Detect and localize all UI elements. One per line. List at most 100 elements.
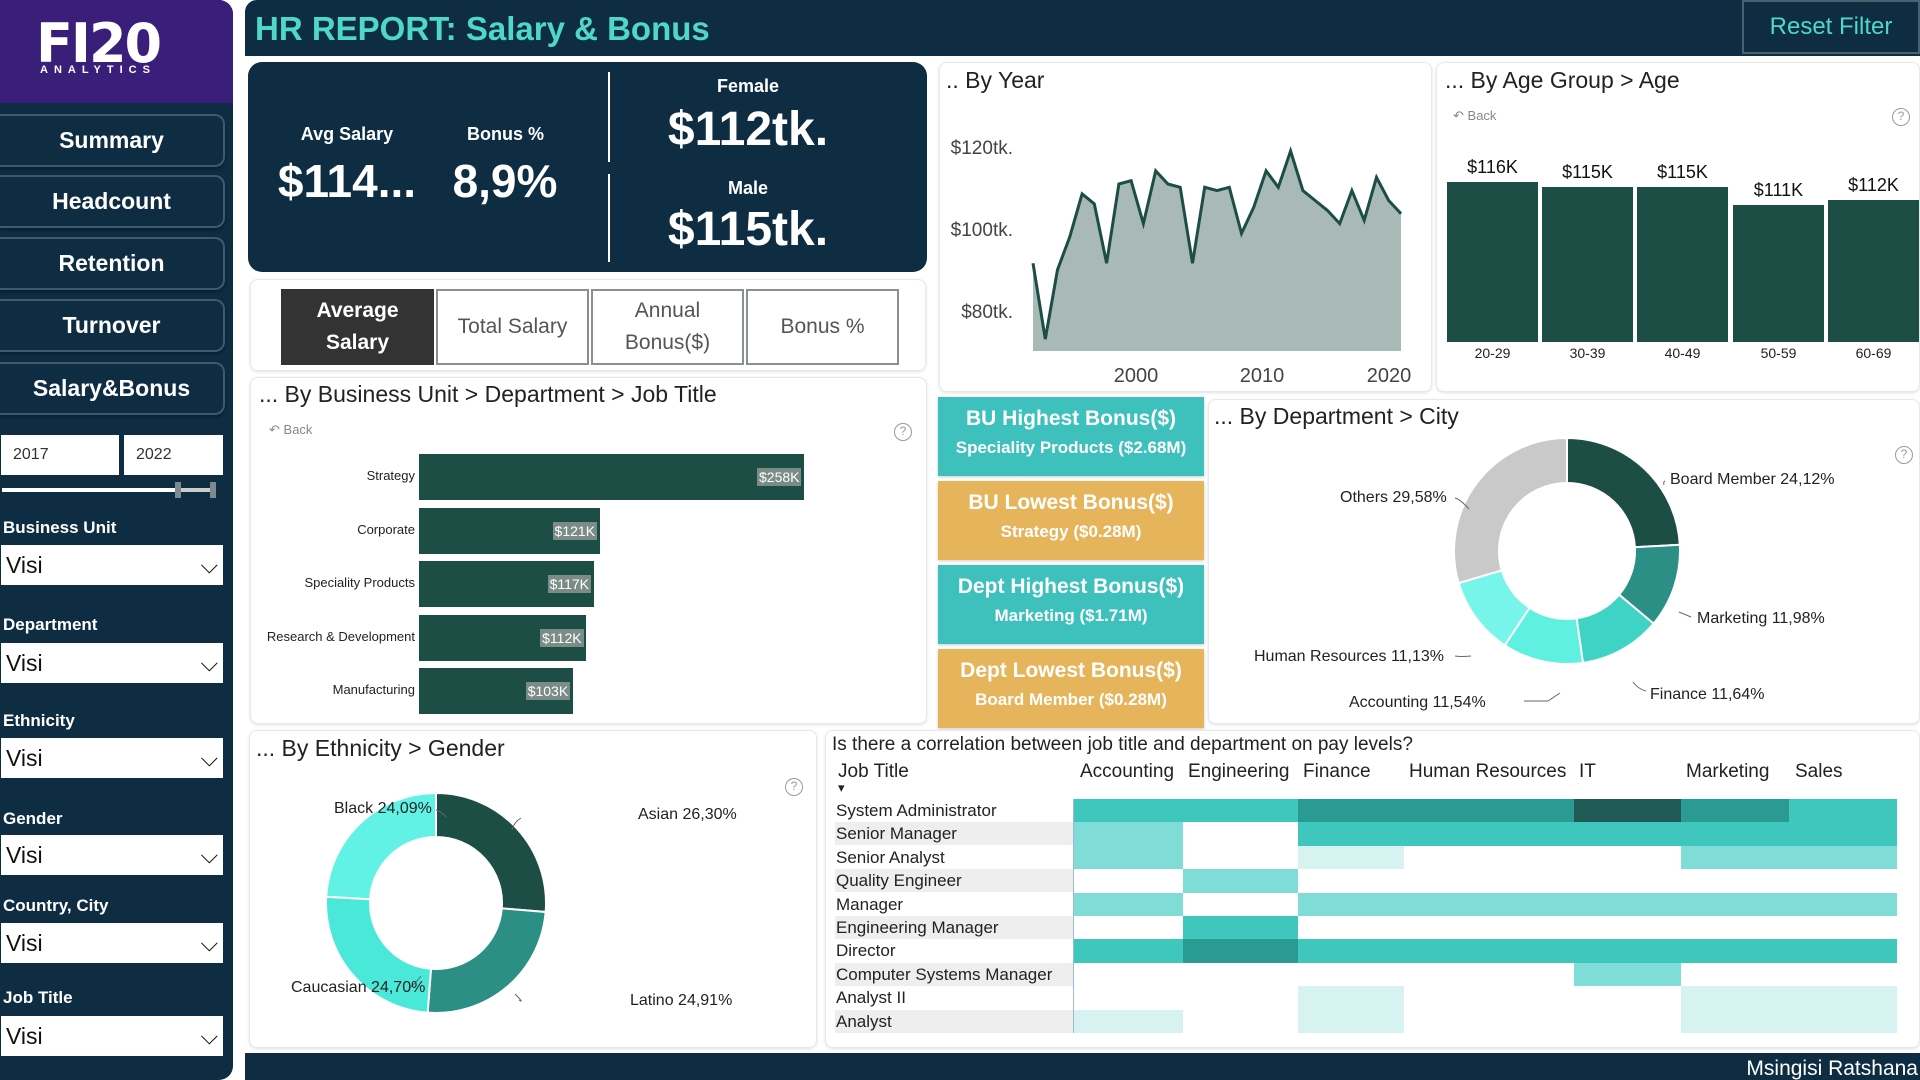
heatmap-cell[interactable] (1681, 845, 1789, 870)
back-button[interactable]: ↶ Back (1453, 108, 1496, 124)
heatmap-row-label[interactable]: Senior Analyst (836, 847, 945, 867)
heatmap-cell[interactable] (1574, 939, 1681, 963)
filter-business-unit-select[interactable]: Visi ⌵ (1, 545, 223, 585)
heatmap-cell[interactable] (1574, 892, 1681, 916)
heatmap-row-label[interactable]: Director (836, 941, 896, 961)
heatmap-cell[interactable] (1074, 799, 1183, 823)
heatmap-cell[interactable] (1789, 822, 1897, 846)
nav-turnover-button[interactable]: Turnover (0, 299, 225, 352)
reset-filter-button[interactable]: Reset Filter (1742, 0, 1920, 54)
heatmap-cell[interactable] (1789, 892, 1897, 916)
donut-slice-black[interactable] (325, 791, 437, 901)
heatmap-cell[interactable] (1681, 1009, 1789, 1033)
donut-slice-board-member[interactable] (1566, 436, 1681, 549)
heatmap-cell[interactable] (1789, 939, 1897, 963)
nav-headcount-button[interactable]: Headcount (0, 175, 225, 228)
by-year-area-chart[interactable]: $120tk. $100tk. $80tk. 2000 2010 2020 (939, 62, 1432, 392)
heatmap-cell[interactable] (1681, 892, 1789, 916)
heatmap-column-header[interactable]: Accounting (1080, 761, 1175, 782)
by-age-bar[interactable] (1542, 186, 1633, 342)
heatmap-cell[interactable] (1681, 822, 1789, 846)
by-age-bar[interactable] (1733, 204, 1824, 342)
year-start-input[interactable]: 2017 (1, 435, 119, 475)
heatmap-cell[interactable] (1074, 1009, 1183, 1033)
tab-average-salary[interactable]: Average Salary (281, 289, 434, 365)
heatmap-cell[interactable] (1298, 822, 1404, 846)
heatmap-cell[interactable] (1789, 799, 1897, 823)
heatmap-cell[interactable] (1298, 1009, 1404, 1033)
heatmap-cell[interactable] (1574, 799, 1681, 823)
heatmap-cell[interactable] (1298, 939, 1404, 963)
heatmap-row-label[interactable]: Computer Systems Manager (835, 962, 1073, 986)
heatmap-cell[interactable] (1074, 892, 1183, 916)
filter-ethnicity-select[interactable]: Visi ⌵ (1, 738, 223, 778)
heatmap-row-label[interactable]: Senior Manager (835, 822, 1073, 846)
heatmap-row-label[interactable]: Analyst II (836, 988, 906, 1008)
filter-gender-select[interactable]: Visi ⌵ (1, 835, 223, 875)
by-bu-bar[interactable] (419, 454, 804, 500)
heatmap-cell[interactable] (1298, 986, 1404, 1010)
filter-department-select[interactable]: Visi ⌵ (1, 643, 223, 683)
help-icon[interactable]: ? (1895, 446, 1913, 464)
donut-slice-asian[interactable] (435, 791, 547, 914)
heatmap-column-header[interactable]: IT (1579, 761, 1596, 782)
year-slider-start-handle[interactable] (175, 482, 181, 498)
tab-annual-bonus[interactable]: Annual Bonus($) (591, 289, 744, 365)
heatmap-cell[interactable] (1074, 822, 1183, 846)
heatmap-column-header[interactable]: Marketing (1686, 761, 1770, 782)
heatmap-cell[interactable] (1183, 799, 1298, 823)
heatmap-column-header[interactable]: Sales (1795, 761, 1843, 782)
heatmap-cell[interactable] (1789, 1009, 1897, 1033)
heatmap-cell[interactable] (1074, 939, 1183, 963)
by-eth-donut-chart[interactable] (249, 730, 817, 1048)
heatmap-cell[interactable] (1183, 939, 1298, 963)
help-icon[interactable]: ? (1892, 108, 1910, 126)
heatmap-cell[interactable] (1298, 845, 1404, 870)
heatmap-row-header[interactable]: Job Title (838, 761, 909, 782)
heatmap-row-label[interactable]: System Administrator (836, 801, 997, 820)
heatmap-cell[interactable] (1404, 799, 1574, 823)
heatmap-cell[interactable] (1298, 892, 1404, 916)
heatmap-cell[interactable] (1574, 962, 1681, 987)
donut-slice-latino[interactable] (426, 907, 547, 1014)
heatmap-column-header[interactable]: Engineering (1188, 761, 1290, 782)
heatmap-cell[interactable] (1074, 845, 1183, 870)
heatmap-cell[interactable] (1183, 869, 1298, 893)
highlight-sub: Speciality Products ($2.68M) (955, 438, 1187, 457)
year-slider-end-handle[interactable] (210, 482, 216, 498)
heatmap-column-header[interactable]: Finance (1303, 761, 1371, 782)
heatmap-row-label[interactable]: Manager (836, 894, 904, 914)
back-button[interactable]: ↶ Back (269, 422, 312, 438)
filter-country-city-select[interactable]: Visi ⌵ (1, 923, 223, 963)
help-icon[interactable]: ? (894, 423, 912, 441)
heatmap-cell[interactable] (1681, 799, 1789, 823)
by-dept-donut-chart[interactable] (1208, 399, 1920, 724)
tab-total-salary[interactable]: Total Salary (436, 289, 589, 365)
heatmap-cell[interactable] (1298, 799, 1404, 823)
heatmap-cell[interactable] (1789, 845, 1897, 870)
help-icon[interactable]: ? (785, 778, 803, 796)
heatmap-cell[interactable] (1183, 916, 1298, 940)
year-end-input[interactable]: 2022 (124, 435, 223, 475)
heatmap-cell[interactable] (1404, 822, 1574, 846)
filter-job-title-select[interactable]: Visi ⌵ (1, 1016, 223, 1056)
heatmap-cell[interactable] (1681, 986, 1789, 1010)
heatmap-cell[interactable] (1681, 939, 1789, 963)
donut-slice-others[interactable] (1453, 436, 1568, 585)
heatmap-column-header[interactable]: Human Resources (1409, 761, 1567, 782)
nav-salary-bonus-button[interactable]: Salary&Bonus (0, 362, 225, 415)
nav-retention-button[interactable]: Retention (0, 237, 225, 290)
by-age-bar[interactable] (1828, 200, 1919, 342)
heatmap-row-label[interactable]: Analyst (835, 1009, 1073, 1033)
heatmap-cell[interactable] (1789, 986, 1897, 1010)
by-age-bar[interactable] (1447, 182, 1538, 342)
sort-arrow-icon[interactable]: ▾ (838, 780, 845, 795)
heatmap-cell[interactable] (1574, 822, 1681, 846)
heatmap-cell[interactable] (1404, 939, 1574, 963)
by-age-bar[interactable] (1637, 186, 1728, 342)
heatmap-row-label[interactable]: Engineering Manager (835, 916, 1073, 939)
heatmap-row-label[interactable]: Quality Engineer (835, 869, 1073, 893)
heatmap-cell[interactable] (1404, 892, 1574, 916)
tab-bonus-percent[interactable]: Bonus % (746, 289, 899, 365)
nav-summary-button[interactable]: Summary (0, 114, 225, 167)
